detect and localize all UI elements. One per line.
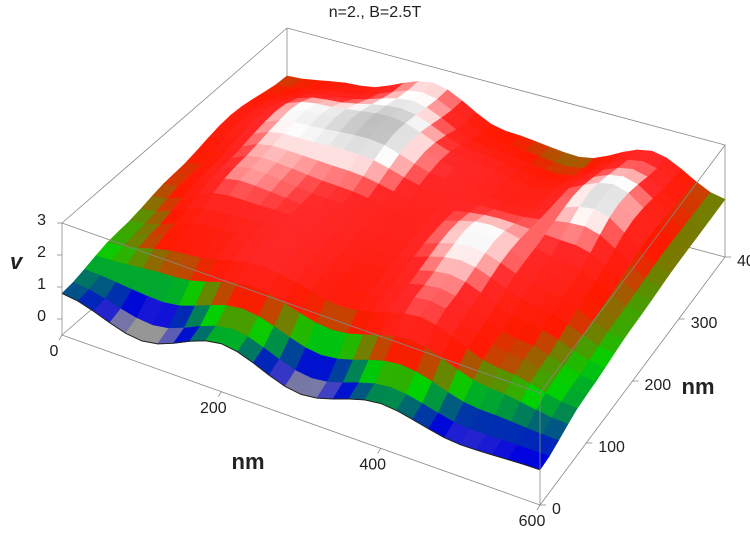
z-tick-label: 0 — [37, 308, 46, 325]
z-axis-label: v — [10, 249, 24, 274]
x-tick-label: 400 — [359, 457, 386, 474]
y-axis-label: nm — [682, 374, 715, 399]
chart-title: n=2., B=2.5T — [329, 4, 422, 21]
box-edge — [539, 144, 726, 394]
x-axis-label: nm — [232, 449, 265, 474]
box-edge — [286, 27, 726, 146]
y-tick-label: 200 — [645, 377, 672, 394]
z-tick-label: 1 — [37, 276, 46, 293]
x-tick-label: 0 — [50, 343, 59, 360]
x-tick — [377, 448, 382, 454]
box-edge — [61, 27, 288, 224]
box-edge — [61, 334, 541, 506]
x-tick-label: 200 — [200, 400, 227, 417]
y-tick-label: 100 — [598, 439, 625, 456]
y-tick-label: 300 — [691, 315, 718, 332]
y-tick-label: 400 — [737, 253, 750, 270]
box-edge — [61, 222, 541, 394]
z-tick-label: 3 — [37, 212, 46, 229]
surface-front-edge — [61, 292, 541, 471]
x-tick — [217, 391, 222, 397]
x-tick-label: 600 — [519, 513, 546, 530]
x-tick — [536, 504, 541, 511]
z-tick-label: 2 — [37, 244, 46, 261]
y-tick-label: 0 — [552, 501, 561, 518]
x-tick — [58, 334, 63, 341]
